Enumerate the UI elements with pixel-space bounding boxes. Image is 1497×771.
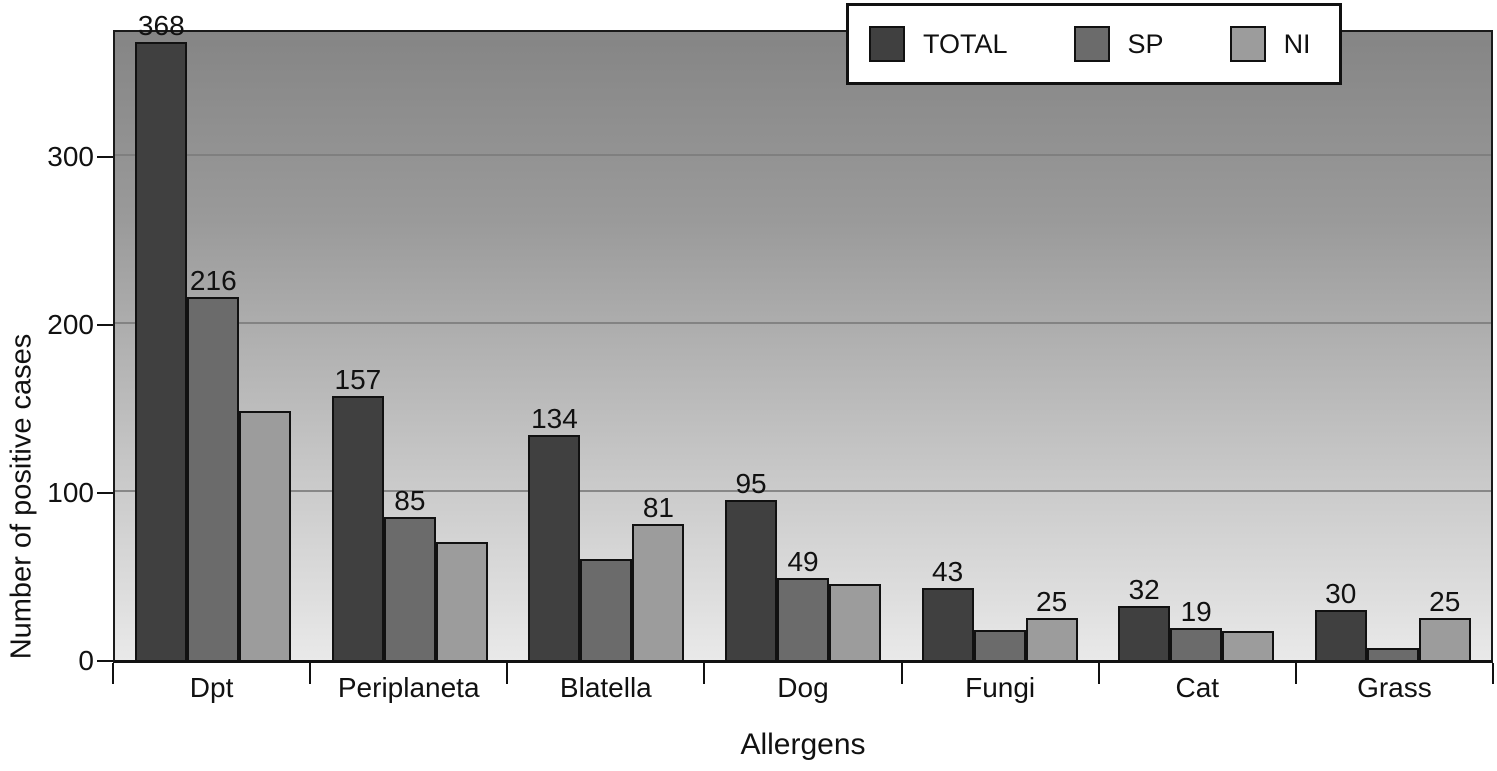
- legend-item-total: TOTAL: [869, 26, 1008, 62]
- value-label-total-grass: 30: [1325, 578, 1357, 609]
- bar-group-dpt: 368 216: [115, 10, 312, 660]
- bar-total-blatella: 134: [528, 403, 581, 660]
- bar-groups: 368 216 157 85 134 81 95 49 43 25 32 19 30 25: [115, 10, 1491, 660]
- x-tick-mark-0: [112, 663, 114, 684]
- value-label-total-cat: 32: [1128, 574, 1160, 605]
- x-tick-mark-2: [506, 663, 508, 684]
- value-label-total-dpt: 368: [137, 10, 185, 41]
- x-tick-mark-4: [901, 663, 903, 684]
- bar-group-cat: 32 19: [1098, 32, 1295, 660]
- plot-area: 368 216 157 85 134 81 95 49 43 25 32 19 30 25: [113, 10, 1493, 663]
- bar-sp-fungi: [973, 630, 1026, 660]
- x-tick-mark-1: [309, 663, 311, 684]
- legend-label-ni: NI: [1283, 28, 1311, 59]
- bar-sp-cat: 19: [1170, 596, 1223, 660]
- bar-ni-dpt: [239, 411, 292, 660]
- gridline-200: [115, 322, 1491, 324]
- x-category-label-dog: Dog: [777, 672, 829, 703]
- value-label-sp-cat: 19: [1180, 596, 1212, 627]
- bar-ni-periplaneta: [435, 542, 488, 660]
- x-category-label-blatella: Blatella: [559, 672, 652, 703]
- bar-group-dog: 95 49: [705, 32, 902, 660]
- bar-sp-grass: [1366, 648, 1419, 660]
- legend: TOTAL SP NI: [846, 3, 1342, 85]
- bar-sp-blatella: [580, 559, 633, 660]
- value-label-total-periplaneta: 157: [334, 364, 382, 395]
- x-tick-mark-6: [1295, 663, 1297, 684]
- bar-sp-periplaneta: 85: [383, 485, 436, 660]
- bar-ni-fungi: 25: [1025, 586, 1078, 660]
- value-label-ni-grass: 25: [1429, 586, 1461, 617]
- x-tick-mark-7: [1492, 663, 1494, 684]
- bar-group-fungi: 43 25: [901, 32, 1098, 660]
- bar-total-fungi: 43: [921, 556, 974, 660]
- bar-group-periplaneta: 157 85: [312, 32, 509, 660]
- bar-total-periplaneta: 157: [331, 364, 384, 660]
- bar-total-dog: 95: [725, 468, 778, 660]
- x-category-label-grass: Grass: [1357, 672, 1432, 703]
- gridline-100: [115, 490, 1491, 492]
- value-label-ni-blatella: 81: [642, 492, 675, 523]
- legend-swatch-sp: [1073, 26, 1110, 62]
- x-category-label-fungi: Fungi: [965, 672, 1036, 703]
- x-category-label-cat: Cat: [1175, 672, 1220, 703]
- legend-label-sp: SP: [1127, 28, 1164, 59]
- y-tick-label-0: 0: [78, 645, 94, 676]
- value-label-sp-periplaneta: 85: [394, 485, 426, 516]
- value-label-total-blatella: 134: [531, 403, 578, 434]
- y-tick-mark-0: [97, 660, 113, 662]
- legend-item-ni: NI: [1229, 26, 1311, 62]
- x-category-label-periplaneta: Periplaneta: [337, 672, 480, 703]
- bar-sp-dpt: 216: [187, 265, 240, 660]
- value-label-ni-fungi: 25: [1036, 586, 1068, 617]
- bar-group-blatella: 134 81: [508, 32, 705, 660]
- value-label-sp-dpt: 216: [189, 265, 237, 296]
- value-label-total-fungi: 43: [932, 556, 964, 587]
- bar-ni-grass: 25: [1418, 586, 1471, 660]
- x-tick-mark-5: [1098, 663, 1100, 684]
- bar-sp-dog: 49: [777, 546, 830, 660]
- y-tick-mark-300: [97, 156, 113, 158]
- legend-swatch-ni: [1229, 26, 1266, 62]
- x-axis-title: Allergens: [740, 728, 866, 761]
- y-tick-mark-200: [97, 324, 113, 326]
- y-tick-mark-100: [97, 492, 113, 494]
- bar-ni-dog: [829, 584, 882, 660]
- bar-total-cat: 32: [1118, 574, 1171, 660]
- y-tick-label-300: 300: [47, 141, 94, 172]
- bar-group-grass: 30 25: [1294, 32, 1491, 660]
- legend-label-total: TOTAL: [923, 28, 1008, 59]
- x-category-label-dpt: Dpt: [189, 672, 234, 703]
- bar-total-dpt: 368: [135, 10, 188, 660]
- y-tick-label-100: 100: [47, 477, 94, 508]
- gridline-300: [115, 154, 1491, 156]
- x-tick-mark-3: [703, 663, 705, 684]
- bar-ni-blatella: 81: [632, 492, 685, 660]
- bar-total-grass: 30: [1314, 578, 1367, 660]
- y-tick-label-200: 200: [47, 309, 94, 340]
- bar-ni-cat: [1222, 631, 1275, 660]
- legend-swatch-total: [869, 26, 905, 62]
- value-label-sp-dog: 49: [787, 546, 819, 577]
- legend-item-sp: SP: [1073, 26, 1164, 62]
- value-label-total-dog: 95: [735, 468, 767, 499]
